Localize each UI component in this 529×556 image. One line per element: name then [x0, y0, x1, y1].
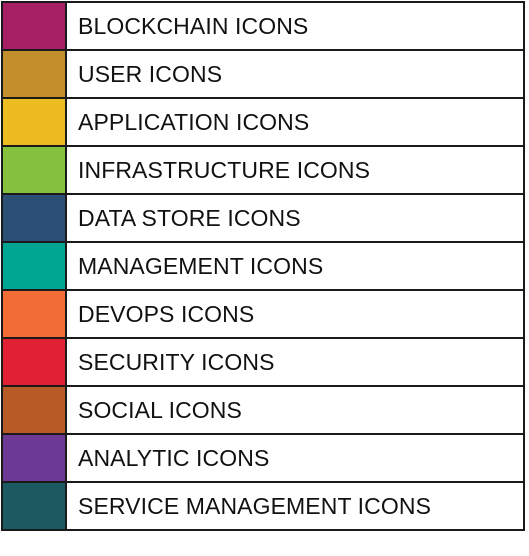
legend-row: INFRASTRUCTURE ICONS	[1, 145, 525, 195]
color-swatch	[1, 481, 67, 531]
legend-label: USER ICONS	[65, 49, 525, 99]
color-swatch	[1, 385, 67, 435]
legend-label: DATA STORE ICONS	[65, 193, 525, 243]
legend-row: DATA STORE ICONS	[1, 193, 525, 243]
legend-row: MANAGEMENT ICONS	[1, 241, 525, 291]
legend-row: BLOCKCHAIN ICONS	[1, 1, 525, 51]
color-swatch	[1, 1, 67, 51]
color-swatch	[1, 337, 67, 387]
color-swatch	[1, 145, 67, 195]
legend-label: SECURITY ICONS	[65, 337, 525, 387]
legend-row: SECURITY ICONS	[1, 337, 525, 387]
legend-label: INFRASTRUCTURE ICONS	[65, 145, 525, 195]
legend-label: BLOCKCHAIN ICONS	[65, 1, 525, 51]
color-swatch	[1, 193, 67, 243]
legend-row: USER ICONS	[1, 49, 525, 99]
icon-category-legend: BLOCKCHAIN ICONS USER ICONS APPLICATION …	[1, 1, 525, 531]
legend-label: SOCIAL ICONS	[65, 385, 525, 435]
color-swatch	[1, 289, 67, 339]
legend-row: ANALYTIC ICONS	[1, 433, 525, 483]
legend-label: DEVOPS ICONS	[65, 289, 525, 339]
legend-row: APPLICATION ICONS	[1, 97, 525, 147]
legend-row: DEVOPS ICONS	[1, 289, 525, 339]
color-swatch	[1, 97, 67, 147]
legend-label: ANALYTIC ICONS	[65, 433, 525, 483]
legend-label: APPLICATION ICONS	[65, 97, 525, 147]
legend-row: SOCIAL ICONS	[1, 385, 525, 435]
legend-label: SERVICE MANAGEMENT ICONS	[65, 481, 525, 531]
color-swatch	[1, 433, 67, 483]
color-swatch	[1, 49, 67, 99]
legend-row: SERVICE MANAGEMENT ICONS	[1, 481, 525, 531]
legend-label: MANAGEMENT ICONS	[65, 241, 525, 291]
color-swatch	[1, 241, 67, 291]
